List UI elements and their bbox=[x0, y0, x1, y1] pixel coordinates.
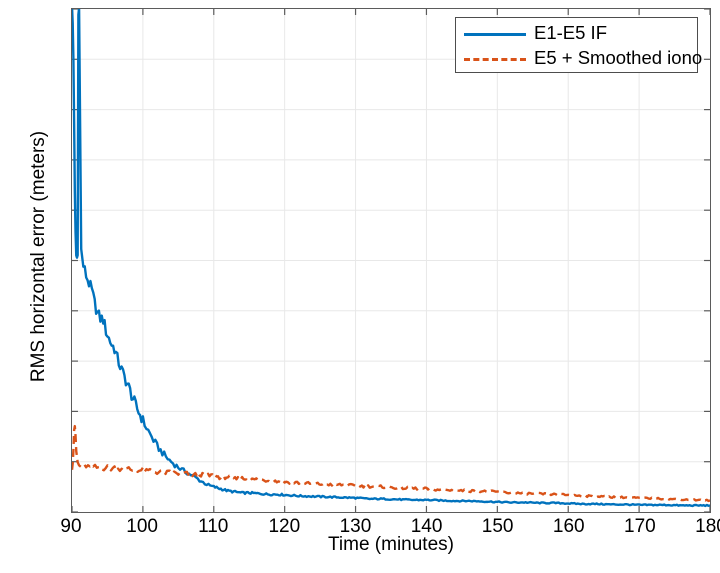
axis-tick-marks bbox=[72, 9, 710, 512]
x-tick-label: 130 bbox=[339, 516, 372, 537]
series-line-1 bbox=[72, 424, 710, 503]
data-series-layer bbox=[72, 9, 710, 508]
series-line-0 bbox=[72, 9, 710, 508]
x-axis-label: Time (minutes) bbox=[328, 534, 454, 555]
y-axis-label: RMS horizontal error (meters) bbox=[28, 130, 49, 383]
x-tick-label: 120 bbox=[268, 516, 301, 537]
x-tick-label: 170 bbox=[624, 516, 656, 537]
plot-canvas bbox=[72, 9, 710, 512]
legend-entry-1: E5 + Smoothed iono bbox=[456, 45, 702, 71]
x-tick-label: 90 bbox=[60, 516, 82, 537]
gridlines bbox=[72, 9, 710, 512]
legend-label-0: E1-E5 IF bbox=[534, 22, 607, 43]
x-tick-label: 160 bbox=[552, 516, 585, 537]
x-tick-label: 100 bbox=[126, 516, 158, 537]
plot-area bbox=[71, 8, 711, 513]
x-tick-label: 110 bbox=[198, 516, 229, 537]
legend-label-1: E5 + Smoothed iono bbox=[534, 47, 703, 68]
legend-line-sample-solid bbox=[464, 23, 526, 43]
legend-entry-0: E1-E5 IF bbox=[456, 20, 697, 46]
x-tick-label: 150 bbox=[481, 516, 514, 537]
x-tick-label: 180 bbox=[695, 516, 720, 537]
legend-line-sample-dashed bbox=[464, 48, 526, 68]
x-tick-label: 140 bbox=[410, 516, 443, 537]
legend: E1-E5 IF E5 + Smoothed iono bbox=[455, 17, 702, 73]
